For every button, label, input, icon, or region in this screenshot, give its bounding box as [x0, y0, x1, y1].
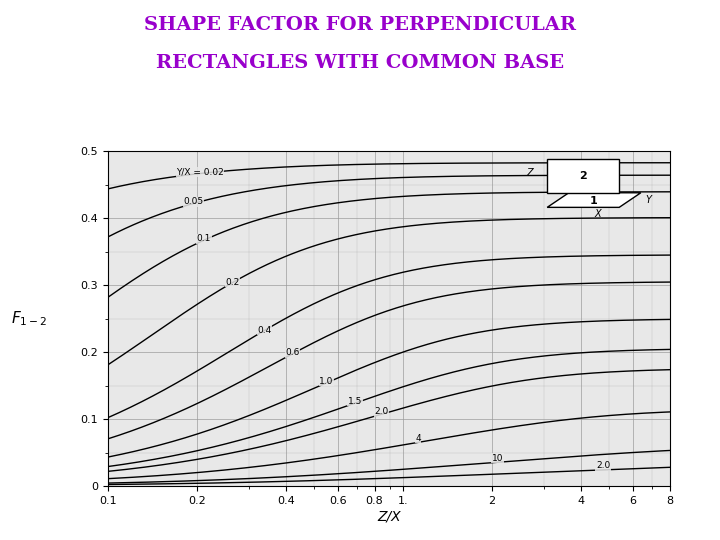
- Text: 0.6: 0.6: [286, 348, 300, 357]
- Text: 4: 4: [415, 434, 421, 443]
- Text: Y/X = 0.02: Y/X = 0.02: [176, 167, 224, 177]
- Text: 1.0: 1.0: [319, 377, 333, 386]
- Text: 2.0: 2.0: [374, 407, 389, 416]
- Text: 10: 10: [492, 454, 503, 463]
- X-axis label: Z/X: Z/X: [377, 510, 400, 524]
- Text: 0.2: 0.2: [225, 278, 240, 287]
- Text: 0.1: 0.1: [197, 234, 211, 244]
- Text: 2.0: 2.0: [596, 461, 610, 470]
- Text: Y: Y: [645, 194, 651, 205]
- Text: SHAPE FACTOR FOR PERPENDICULAR: SHAPE FACTOR FOR PERPENDICULAR: [144, 16, 576, 34]
- Text: 1.5: 1.5: [348, 396, 362, 406]
- Text: $F_{1-2}$: $F_{1-2}$: [11, 309, 47, 328]
- Polygon shape: [547, 159, 619, 193]
- Text: 0.05: 0.05: [184, 198, 204, 206]
- Text: 2: 2: [580, 171, 587, 181]
- Text: 0.4: 0.4: [257, 326, 271, 335]
- Text: X: X: [594, 209, 601, 219]
- Text: Z: Z: [526, 168, 534, 178]
- Polygon shape: [547, 193, 641, 207]
- Text: RECTANGLES WITH COMMON BASE: RECTANGLES WITH COMMON BASE: [156, 54, 564, 72]
- Text: 1: 1: [590, 195, 597, 206]
